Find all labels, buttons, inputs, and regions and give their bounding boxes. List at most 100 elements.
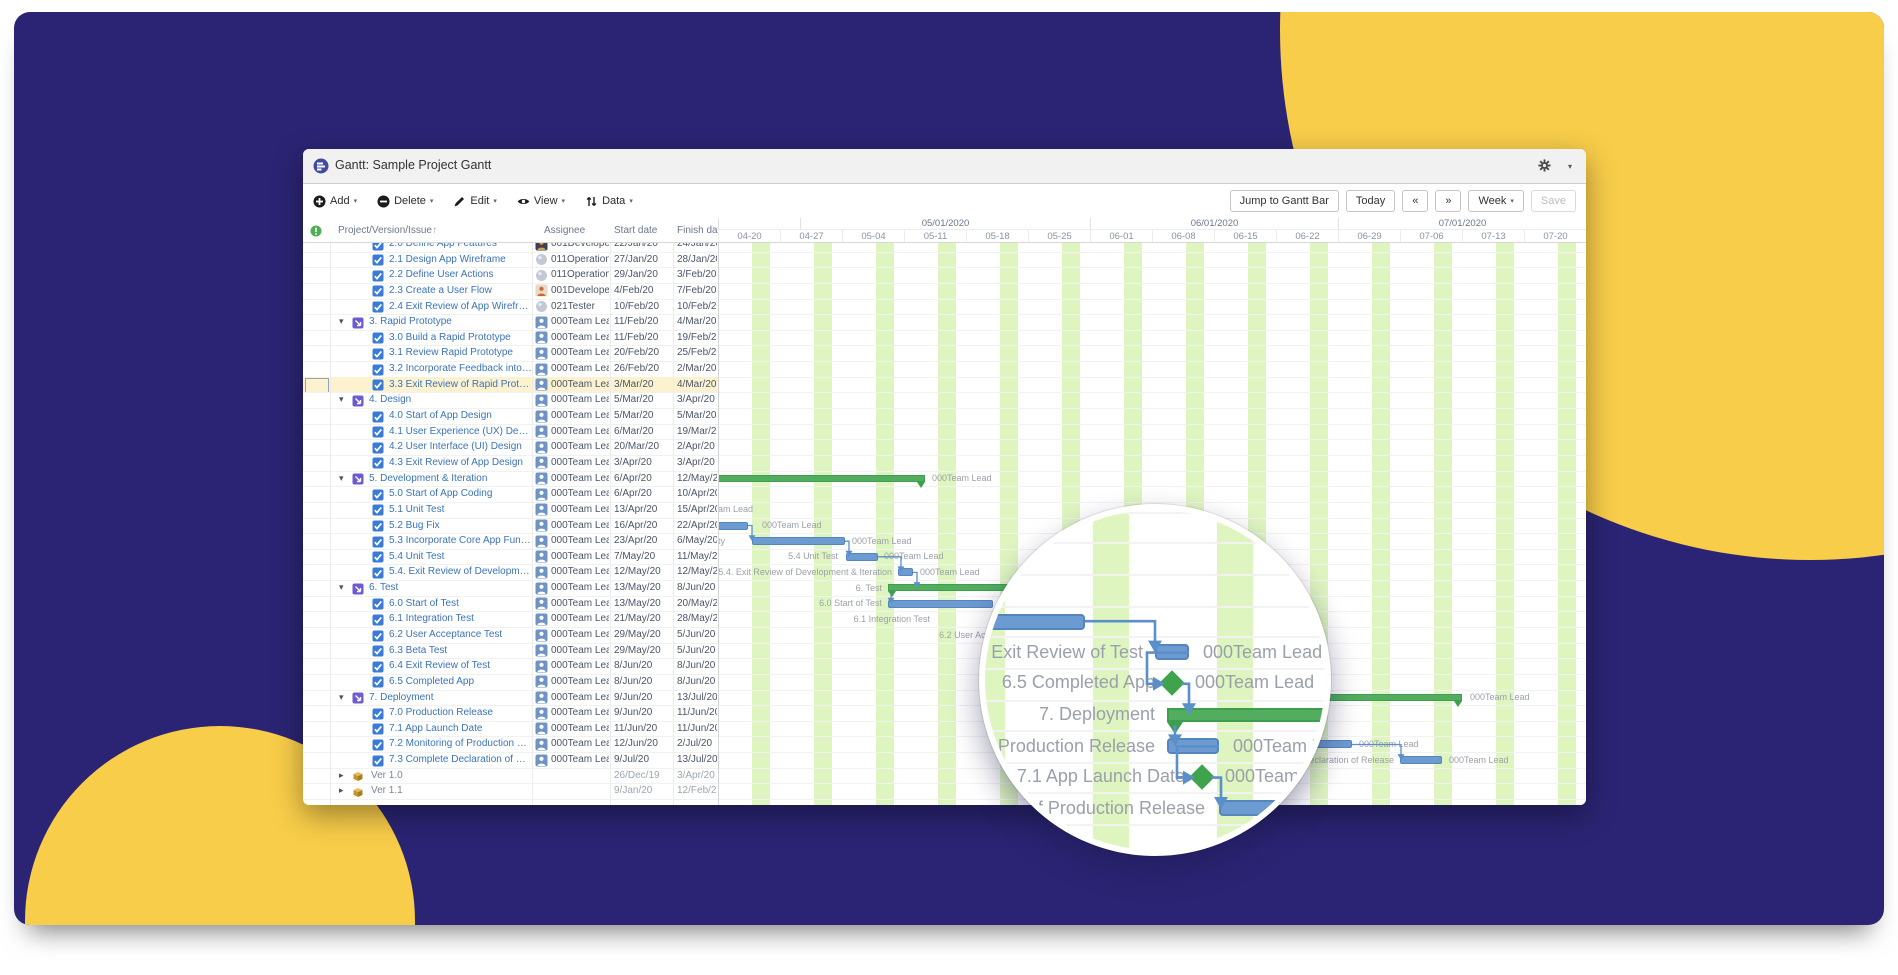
week-header-cell[interactable]: 05-18 [966,230,1028,242]
task-bar[interactable] [888,599,993,608]
task-name[interactable]: 2.4 Exit Review of App Wireframe [389,300,532,312]
task-checkbox-icon[interactable] [372,550,384,568]
task-name[interactable]: 7.0 Production Release [389,707,493,719]
task-name[interactable]: 6.0 Start of Test [389,597,459,609]
table-row[interactable]: ▾ 7. Deployment 000Team Lead 9/Jun/20 13/Jul… [303,690,718,706]
task-checkbox-icon[interactable] [372,242,384,256]
task-bar[interactable] [1219,800,1325,817]
task-checkbox-icon[interactable] [372,253,384,271]
table-row[interactable]: ▸ Ver 1.1 9/Jan/20 12/Feb/20 [303,783,718,799]
toolbar-add-button[interactable]: Add ▾ [313,195,357,208]
task-checkbox-icon[interactable] [372,503,384,521]
task-name[interactable]: 3.2 Incorporate Feedback into Rapid Prot… [389,363,532,375]
task-checkbox-icon[interactable] [372,644,384,662]
task-name[interactable]: 7.2 Monitoring of Production Release [389,738,532,750]
task-bar[interactable] [846,552,878,561]
task-name[interactable]: 3.3 Exit Review of Rapid Prototype [389,378,532,390]
table-row[interactable]: 4.2 User Interface (UI) Design 000Team Le… [303,439,718,455]
task-name[interactable]: 5.3 Incorporate Core App Functionality [389,535,532,547]
task-checkbox-icon[interactable] [372,613,384,631]
table-row[interactable]: ▾ 5. Development & Iteration 000Team Lead 6… [303,471,718,487]
task-checkbox-icon[interactable] [372,707,384,725]
toolbar-data-button[interactable]: Data ▾ [585,195,633,208]
task-checkbox-icon[interactable] [372,284,384,302]
toolbar-jump-to-gantt-bar-button[interactable]: Jump to Gantt Bar [1229,190,1339,212]
task-name[interactable]: 5. Development & Iteration [369,472,488,484]
table-row[interactable]: 3.3 Exit Review of Rapid Prototype 000Tea… [303,376,718,393]
task-name[interactable]: 6.5 Completed App [389,675,475,687]
task-bar[interactable] [1400,756,1442,765]
table-row[interactable]: 6.3 Beta Test 000Team Lead 29/May/20 5/Jun/… [303,643,718,659]
week-header-cell[interactable]: 05-11 [904,230,966,242]
task-checkbox-icon[interactable] [372,300,384,318]
task-checkbox-icon[interactable] [372,425,384,443]
task-name[interactable]: 6.3 Beta Test [389,644,448,656]
column-header-project-version-issue[interactable]: Project/Version/Issue ↑ [338,218,528,242]
task-checkbox-icon[interactable] [372,331,384,349]
table-row[interactable]: 2.4 Exit Review of App Wireframe 021Teste… [303,299,718,315]
task-checkbox-icon[interactable] [372,566,384,584]
week-header-cell[interactable]: 06-22 [1276,230,1338,242]
task-bar[interactable] [1167,738,1219,755]
summary-bar[interactable] [718,474,925,488]
task-name[interactable]: 7. Deployment [369,691,434,703]
titlebar-menu-caret-icon[interactable]: ▾ [1567,162,1572,171]
table-row[interactable]: 3.2 Incorporate Feedback into Rapid Prot… [303,361,718,377]
task-name[interactable]: 6. Test [369,582,399,594]
task-name[interactable]: 3. Rapid Prototype [369,316,452,328]
task-name[interactable]: 6.4 Exit Review of Test [389,660,490,672]
task-checkbox-icon[interactable] [372,519,384,537]
week-header-cell[interactable]: 06-08 [1152,230,1214,242]
task-name[interactable]: 4.0 Start of App Design [389,410,492,422]
task-checkbox-icon[interactable] [372,675,384,693]
task-name[interactable]: 4. Design [369,394,412,406]
task-name[interactable]: 5.0 Start of App Coding [389,488,493,500]
week-header-cell[interactable]: 07-06 [1400,230,1462,242]
table-row[interactable]: 2.0 Define App Features 001Developer 22/Ja… [303,242,718,252]
task-name[interactable]: 2.1 Design App Wireframe [389,253,506,265]
expand-arrow-icon[interactable]: ▸ [339,769,344,780]
task-name[interactable]: 7.1 App Launch Date [389,722,483,734]
summary-bar[interactable] [1167,707,1325,734]
task-name[interactable]: 5.4. Exit Review of Development & Iterat… [389,566,532,578]
table-row[interactable]: 6.5 Completed App 000Team Lead 8/Jun/20 8/J… [303,674,718,690]
week-header-cell[interactable]: 05-25 [1028,230,1090,242]
table-row[interactable]: 5.1 Unit Test 000Team Lead 13/Apr/20 15/Apr… [303,502,718,518]
toolbar-today-button[interactable]: Today [1345,190,1396,212]
task-checkbox-icon[interactable] [372,597,384,615]
week-header-cell[interactable]: 07-13 [1462,230,1524,242]
task-checkbox-icon[interactable] [372,347,384,365]
table-row[interactable]: 5.4 Unit Test 000Team Lead 7/May/20 11/May/… [303,549,718,565]
task-checkbox-icon[interactable] [372,269,384,287]
table-row[interactable]: 7.1 App Launch Date 000Team Lead 11/Jun/20… [303,721,718,737]
task-checkbox-icon[interactable] [372,488,384,506]
table-row[interactable]: ▸ Ver 1.0 26/Dec/19 3/Apr/20 [303,768,718,784]
task-checkbox-icon[interactable] [372,363,384,381]
week-header-cell[interactable]: 05-04 [842,230,904,242]
collapse-arrow-icon[interactable]: ▾ [339,691,344,702]
table-row[interactable]: 2.2 Define User Actions 011Operation 29/Ja… [303,267,718,283]
task-name[interactable]: 4.2 User Interface (UI) Design [389,441,522,453]
table-row[interactable]: ▾ 3. Rapid Prototype 000Team Lead 11/Feb/20… [303,314,718,330]
collapse-arrow-icon[interactable]: ▾ [339,394,344,405]
task-checkbox-icon[interactable] [372,410,384,428]
week-header-cell[interactable]: 04-27 [780,230,842,242]
toolbar---button[interactable]: » [1435,190,1462,212]
milestone-diamond[interactable] [1188,763,1214,790]
table-row[interactable]: ▾ 4. Design 000Team Lead 5/Mar/20 3/Apr/20 [303,392,718,408]
task-checkbox-icon[interactable] [372,722,384,740]
task-name[interactable]: 5.1 Unit Test [389,503,445,515]
table-row[interactable]: 2.3 Create a User Flow 001Developer 4/Feb/… [303,283,718,299]
week-header-cell[interactable]: 06-15 [1214,230,1276,242]
week-header-cell[interactable]: 07-20 [1524,230,1586,242]
table-row[interactable]: 7.2 Monitoring of Production Release 000T… [303,736,718,752]
table-row[interactable]: 7.0 Production Release 000Team Lead 9/Jun/… [303,705,718,721]
task-bar[interactable] [718,521,748,530]
table-row[interactable]: 6.2 User Acceptance Test 000Team Lead 29/M… [303,627,718,643]
collapse-arrow-icon[interactable]: ▾ [339,472,344,483]
expand-arrow-icon[interactable]: ▸ [339,785,344,796]
task-name[interactable]: 2.0 Define App Features [389,242,497,249]
table-row[interactable]: 6.4 Exit Review of Test 000Team Lead 8/Jun… [303,658,718,674]
table-row[interactable]: 4.3 Exit Review of App Design 000Team Lea… [303,455,718,471]
task-name[interactable]: Ver 1.1 [371,785,403,797]
